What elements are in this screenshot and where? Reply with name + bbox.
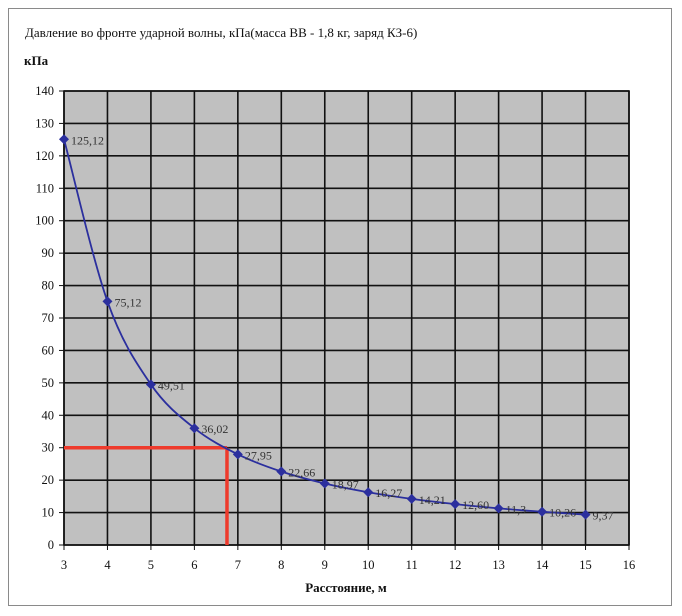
x-tick-label: 9 xyxy=(322,558,328,572)
y-tick-label: 90 xyxy=(42,246,55,260)
data-label: 27,95 xyxy=(245,448,272,462)
y-tick-label: 80 xyxy=(42,279,55,293)
data-label: 49,51 xyxy=(158,378,185,392)
y-tick-label: 30 xyxy=(42,441,55,455)
x-tick-label: 6 xyxy=(191,558,197,572)
data-point-marker xyxy=(145,379,156,390)
x-tick-label: 3 xyxy=(61,558,67,572)
data-label: 22,66 xyxy=(288,466,315,480)
x-tick-label: 11 xyxy=(406,558,418,572)
y-tick-label: 70 xyxy=(42,311,55,325)
data-point-marker xyxy=(493,503,504,514)
x-tick-label: 10 xyxy=(362,558,375,572)
data-point-marker xyxy=(363,487,374,498)
x-tick-label: 7 xyxy=(235,558,241,572)
data-label: 18,97 xyxy=(332,477,359,491)
chart-title: Давление во фронте ударной волны, кПа(ма… xyxy=(25,25,417,40)
data-label: 10,26 xyxy=(549,506,576,520)
x-tick-label: 12 xyxy=(449,558,462,572)
x-tick-label: 16 xyxy=(623,558,636,572)
data-point-marker xyxy=(319,478,330,489)
x-tick-label: 14 xyxy=(536,558,549,572)
y-tick-label: 130 xyxy=(35,116,54,130)
y-tick-label: 10 xyxy=(42,506,55,520)
y-tick-label: 60 xyxy=(42,343,55,357)
y-tick-label: 20 xyxy=(42,473,55,487)
data-point-marker xyxy=(580,509,591,520)
y-tick-label: 50 xyxy=(42,376,55,390)
data-point-marker xyxy=(450,499,461,510)
plot-border xyxy=(63,90,630,546)
data-label: 12,60 xyxy=(462,498,489,512)
data-label: 14,21 xyxy=(419,493,446,507)
x-tick-label: 5 xyxy=(148,558,154,572)
x-tick-label: 4 xyxy=(104,558,111,572)
data-label: 75,12 xyxy=(114,295,141,309)
data-label: 11,3 xyxy=(506,502,527,516)
data-point-marker xyxy=(232,449,243,460)
x-tick-label: 15 xyxy=(579,558,592,572)
data-point-marker xyxy=(276,466,287,477)
data-label: 125,12 xyxy=(71,133,104,147)
data-label: 36,02 xyxy=(201,422,228,436)
plot-area: 0 10 20 30 40 50 60 70 80 90 100 110 120 130 140 3 4 5 6 7 8… xyxy=(35,84,635,572)
y-tick-label: 0 xyxy=(48,538,54,552)
x-tick-label: 8 xyxy=(278,558,284,572)
y-tick-label: 40 xyxy=(42,408,55,422)
data-point-marker xyxy=(102,296,113,307)
y-axis-unit-label: кПа xyxy=(24,53,49,68)
data-point-marker xyxy=(59,134,69,145)
data-label: 16,27 xyxy=(375,486,402,500)
x-tick-label: 13 xyxy=(492,558,505,572)
data-label: 9,37 xyxy=(593,509,614,523)
y-tick-label: 140 xyxy=(35,84,54,98)
x-axis-title: Расстояние, м xyxy=(305,580,387,595)
y-tick-label: 100 xyxy=(35,214,54,228)
data-point-marker xyxy=(537,506,548,517)
data-point-marker xyxy=(189,423,200,434)
y-tick-label: 120 xyxy=(35,149,54,163)
data-point-marker xyxy=(406,493,417,504)
y-tick-label: 110 xyxy=(36,181,54,195)
